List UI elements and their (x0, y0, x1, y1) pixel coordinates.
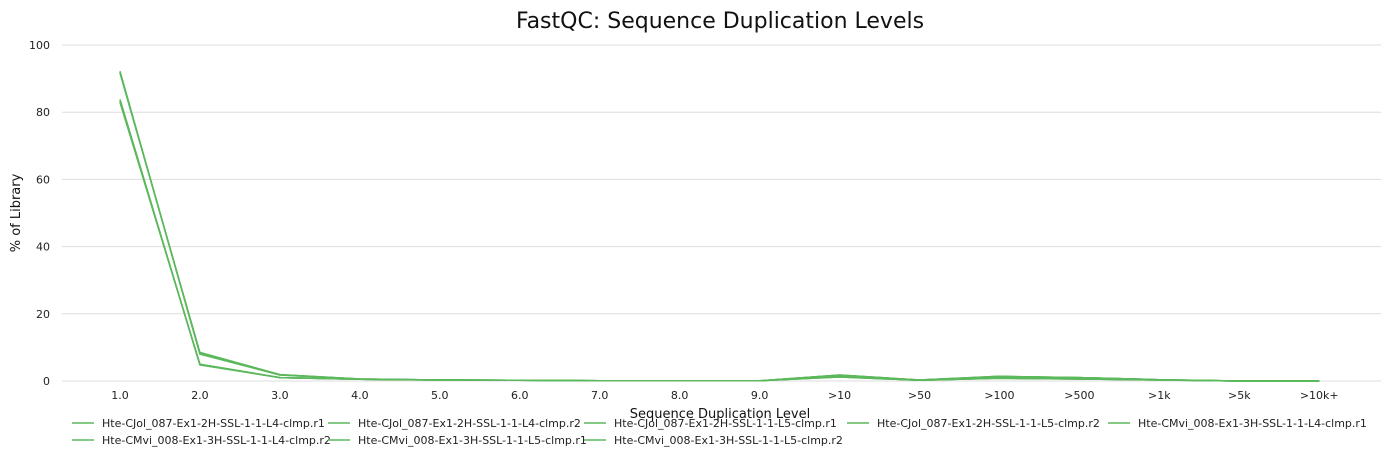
x-tick-label: >10k+ (1300, 389, 1339, 402)
legend-item[interactable]: Hte-CMvi_008-Ex1-3H-SSL-1-1-L4-clmp.r2 (72, 434, 331, 447)
x-tick-label: 2.0 (191, 389, 209, 402)
x-tick-label: 6.0 (511, 389, 529, 402)
y-tick-label: 40 (36, 241, 50, 254)
y-tick-label: 60 (36, 173, 50, 186)
x-tick-label: 5.0 (431, 389, 449, 402)
series-line-6[interactable] (119, 99, 1320, 382)
legend-item[interactable]: Hte-CMvi_008-Ex1-3H-SSL-1-1-L4-clmp.r1 (1108, 417, 1367, 430)
y-tick-label: 0 (43, 375, 50, 388)
series-line-4[interactable] (119, 99, 1320, 382)
y-tick-label: 80 (36, 106, 50, 119)
series-line-2[interactable] (119, 71, 1320, 382)
y-tick-label: 100 (29, 39, 50, 52)
x-tick-label: 9.0 (751, 389, 769, 402)
series-line-5[interactable] (119, 101, 1320, 382)
x-tick-label: 4.0 (351, 389, 369, 402)
x-tick-label: >100 (984, 389, 1014, 402)
y-axis-title: % of Library (9, 173, 24, 252)
legend-label: Hte-CMvi_008-Ex1-3H-SSL-1-1-L5-clmp.r2 (614, 434, 843, 447)
x-tick-label: 7.0 (591, 389, 609, 402)
x-tick-label: 8.0 (671, 389, 689, 402)
legend-item[interactable]: Hte-CJol_087-Ex1-2H-SSL-1-1-L5-clmp.r1 (584, 417, 837, 430)
x-tick-label: >1k (1148, 389, 1171, 402)
legend-label: Hte-CMvi_008-Ex1-3H-SSL-1-1-L4-clmp.r2 (102, 434, 331, 447)
legend-item[interactable]: Hte-CJol_087-Ex1-2H-SSL-1-1-L4-clmp.r2 (328, 417, 581, 430)
x-tick-label: >500 (1064, 389, 1094, 402)
legend-item[interactable]: Hte-CJol_087-Ex1-2H-SSL-1-1-L4-clmp.r1 (72, 417, 325, 430)
legend-item[interactable]: Hte-CMvi_008-Ex1-3H-SSL-1-1-L5-clmp.r1 (328, 434, 587, 447)
x-tick-label: >5k (1228, 389, 1251, 402)
legend-item[interactable]: Hte-CMvi_008-Ex1-3H-SSL-1-1-L5-clmp.r2 (584, 434, 843, 447)
x-tick-label: >10 (828, 389, 851, 402)
series-line-3[interactable] (119, 72, 1320, 382)
gridlines (62, 44, 1381, 382)
series-line-7[interactable] (119, 102, 1320, 382)
legend-label: Hte-CMvi_008-Ex1-3H-SSL-1-1-L5-clmp.r1 (358, 434, 587, 447)
x-tick-label: 1.0 (111, 389, 129, 402)
series-line-0[interactable] (119, 70, 1320, 382)
x-tick-label: >50 (908, 389, 931, 402)
legend-label: Hte-CJol_087-Ex1-2H-SSL-1-1-L4-clmp.r1 (102, 417, 325, 430)
y-tick-labels: 0 20 40 60 80 100 (29, 39, 50, 388)
x-tick-label: 3.0 (271, 389, 289, 402)
x-tick-labels: 1.0 2.0 3.0 4.0 5.0 6.0 7.0 8.0 9.0 >10 >50 >100 >50… (111, 389, 1338, 402)
legend-label: Hte-CMvi_008-Ex1-3H-SSL-1-1-L4-clmp.r1 (1138, 417, 1367, 430)
legend-label: Hte-CJol_087-Ex1-2H-SSL-1-1-L4-clmp.r2 (358, 417, 581, 430)
x-axis-title: Sequence Duplication Level (630, 407, 810, 422)
legend-label: Hte-CJol_087-Ex1-2H-SSL-1-1-L5-clmp.r2 (877, 417, 1100, 430)
series-lines (119, 70, 1320, 382)
series-line-1[interactable] (119, 72, 1320, 382)
legend-label: Hte-CJol_087-Ex1-2H-SSL-1-1-L5-clmp.r1 (614, 417, 837, 430)
legend: Hte-CJol_087-Ex1-2H-SSL-1-1-L4-clmp.r1 Ht… (72, 417, 1367, 447)
y-tick-label: 20 (36, 308, 50, 321)
legend-item[interactable]: Hte-CJol_087-Ex1-2H-SSL-1-1-L5-clmp.r2 (847, 417, 1100, 430)
chart-title: FastQC: Sequence Duplication Levels (516, 9, 924, 34)
